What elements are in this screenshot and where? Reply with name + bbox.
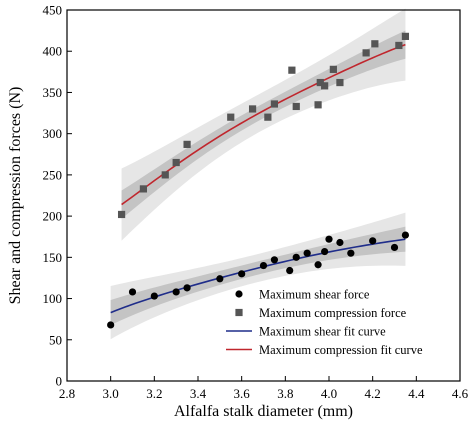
compression-force-point bbox=[172, 158, 180, 167]
compression-force-point bbox=[183, 140, 191, 148]
axis-ticks bbox=[66, 9, 461, 382]
shear-force-point bbox=[216, 275, 224, 283]
fit-lines-layer bbox=[110, 43, 406, 314]
maximum-shear-fit-curve-prediction-band bbox=[110, 212, 406, 340]
legend: Maximum shear force Maximum compression f… bbox=[226, 287, 423, 357]
shear-force-point bbox=[336, 238, 344, 247]
legend-marker-shear-force bbox=[235, 290, 243, 298]
x-tick-label: 4.4 bbox=[408, 386, 425, 401]
plot-frame bbox=[66, 9, 461, 382]
compression-force-point bbox=[264, 113, 272, 121]
compression-force-point bbox=[117, 210, 126, 219]
data-points-layer bbox=[107, 32, 410, 329]
compression-force-point bbox=[336, 78, 344, 87]
legend-label: Maximum compression fit curve bbox=[259, 343, 423, 357]
shear-force-point bbox=[107, 321, 115, 329]
y-tick-label: 200 bbox=[43, 209, 63, 224]
shear-force-point bbox=[270, 256, 279, 264]
shear-force-point bbox=[314, 261, 322, 269]
y-tick-label: 300 bbox=[43, 126, 63, 141]
compression-force-point bbox=[371, 40, 379, 48]
y-tick-label: 150 bbox=[43, 250, 63, 265]
maximum-compression-fit-curve-confidence-band bbox=[121, 30, 406, 219]
compression-force-point bbox=[288, 66, 296, 74]
maximum-shear-fit-curve-line bbox=[110, 238, 406, 314]
x-tick-label: 3.2 bbox=[146, 386, 162, 401]
shear-force-point bbox=[369, 237, 377, 245]
compression-force-point bbox=[395, 41, 403, 50]
x-axis-title: Alfalfa stalk diameter (mm) bbox=[174, 403, 353, 420]
legend-label: Maximum compression force bbox=[259, 306, 407, 320]
shear-force-point bbox=[347, 249, 355, 257]
compression-force-point bbox=[270, 100, 279, 108]
shear-force-point bbox=[292, 253, 300, 261]
compression-force-point bbox=[362, 49, 370, 57]
x-tick-label: 3.6 bbox=[234, 386, 251, 401]
compression-force-point bbox=[321, 82, 329, 90]
x-tick-label: 4.0 bbox=[321, 386, 337, 401]
legend-label: Maximum shear fit curve bbox=[259, 324, 386, 338]
x-tick-label: 4.2 bbox=[365, 386, 381, 401]
y-tick-label: 0 bbox=[56, 374, 63, 389]
shear-force-point bbox=[238, 270, 246, 278]
compression-force-point bbox=[329, 65, 337, 73]
legend-label: Maximum shear force bbox=[259, 287, 370, 301]
shear-force-point bbox=[303, 249, 311, 257]
y-tick-label: 350 bbox=[43, 85, 63, 100]
y-tick-label: 400 bbox=[43, 44, 63, 59]
compression-force-point bbox=[161, 171, 169, 179]
compression-force-point bbox=[139, 185, 148, 193]
x-tick-label: 4.6 bbox=[452, 386, 469, 401]
shear-force-point bbox=[390, 243, 399, 252]
compression-force-point bbox=[227, 113, 235, 121]
shear-force-point bbox=[172, 288, 180, 296]
shear-force-point bbox=[286, 266, 294, 275]
y-tick-label: 100 bbox=[43, 291, 63, 306]
shear-force-point bbox=[128, 288, 137, 296]
compression-force-point bbox=[314, 101, 322, 109]
y-tick-label: 450 bbox=[43, 3, 63, 18]
x-tick-label: 2.8 bbox=[59, 386, 75, 401]
compression-force-point bbox=[248, 105, 257, 113]
compression-force-point bbox=[401, 32, 410, 40]
shear-force-point bbox=[321, 247, 329, 256]
x-tick-label: 3.0 bbox=[103, 386, 119, 401]
maximum-compression-fit-curve-line bbox=[121, 43, 406, 206]
shear-force-point bbox=[259, 261, 268, 270]
y-axis-title: Shear and compression forces (N) bbox=[7, 87, 24, 305]
y-tick-label: 50 bbox=[49, 332, 62, 347]
compression-force-point bbox=[316, 78, 324, 87]
y-tick-label: 250 bbox=[43, 167, 63, 182]
x-tick-label: 3.8 bbox=[277, 386, 293, 401]
tick-labels: 2.8 3.0 3.2 3.4 3.6 3.8 4.0 4.2 4.4 4.6 0 50 100 150 2… bbox=[43, 3, 469, 402]
maximum-compression-fit-curve-prediction-band bbox=[121, 8, 406, 241]
shear-force-point bbox=[183, 284, 191, 292]
x-tick-label: 3.4 bbox=[190, 386, 207, 401]
legend-marker-compression-force bbox=[235, 308, 243, 317]
shear-force-point bbox=[150, 292, 158, 300]
compression-force-point bbox=[292, 102, 300, 111]
shear-force-point bbox=[401, 231, 410, 239]
shear-force-point bbox=[325, 235, 333, 243]
